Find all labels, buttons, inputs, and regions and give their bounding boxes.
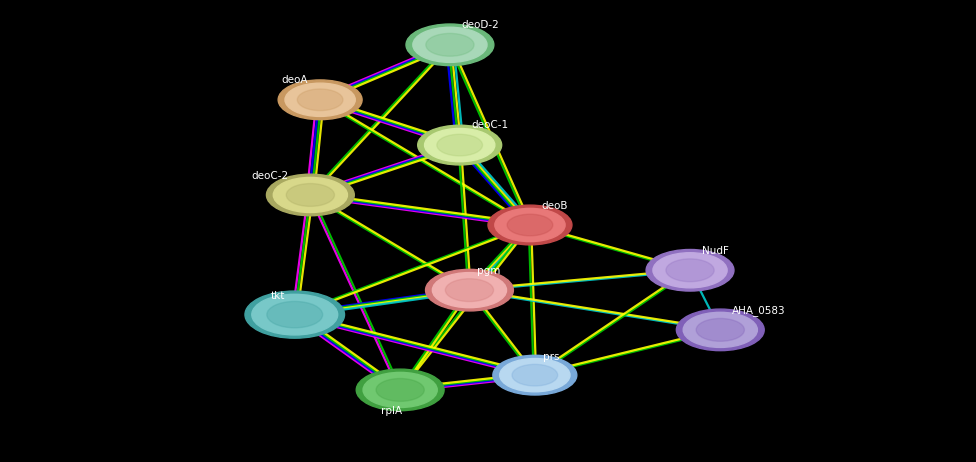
Circle shape [426,269,513,311]
Circle shape [363,372,437,407]
Text: deoC-1: deoC-1 [471,120,508,130]
Text: prs: prs [543,352,559,362]
Circle shape [418,125,502,165]
Text: rplA: rplA [381,406,402,416]
Circle shape [508,214,552,236]
Circle shape [426,33,474,56]
Circle shape [683,312,757,347]
Text: pgm: pgm [477,266,501,276]
Circle shape [266,301,323,328]
Text: deoA: deoA [281,75,307,85]
Circle shape [653,253,727,288]
Circle shape [245,291,345,338]
Circle shape [285,83,355,116]
Circle shape [273,177,347,213]
Circle shape [298,89,343,110]
Circle shape [696,318,745,341]
Text: AHA_0583: AHA_0583 [732,305,786,316]
Text: deoB: deoB [542,201,568,211]
Circle shape [666,259,714,282]
Circle shape [278,80,362,120]
Circle shape [252,294,338,335]
Text: tkt: tkt [270,291,285,301]
Circle shape [437,134,482,156]
Circle shape [266,174,354,216]
Circle shape [512,365,557,386]
Text: deoC-2: deoC-2 [252,171,289,181]
Circle shape [488,205,572,245]
Circle shape [356,369,444,411]
Circle shape [676,309,764,351]
Circle shape [406,24,494,66]
Text: deoD-2: deoD-2 [462,20,500,30]
Circle shape [646,249,734,291]
Circle shape [286,183,335,207]
Circle shape [493,355,577,395]
Circle shape [495,208,565,242]
Text: NudF: NudF [702,246,729,256]
Circle shape [445,279,494,302]
Circle shape [425,128,495,162]
Circle shape [413,27,487,62]
Circle shape [500,359,570,392]
Circle shape [376,378,425,401]
Circle shape [432,273,507,308]
